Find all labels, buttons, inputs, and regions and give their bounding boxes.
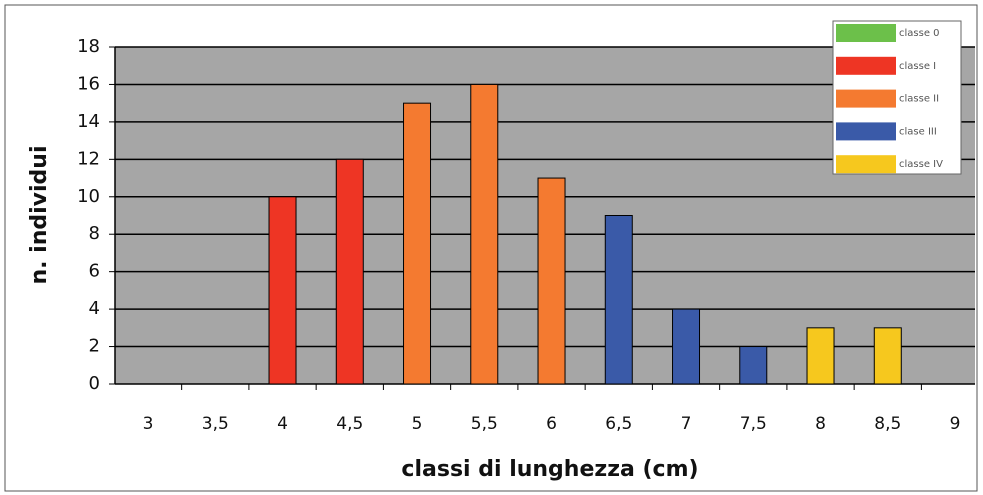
y-tick-label: 2	[89, 336, 100, 357]
x-axis-title: classi di lunghezza (cm)	[401, 457, 698, 482]
x-tick-label: 5	[412, 414, 423, 434]
y-tick-label: 8	[89, 223, 100, 244]
y-tick-label: 12	[77, 148, 100, 169]
bar	[604, 215, 633, 385]
legend-swatch	[836, 89, 896, 108]
legend-label: classe I	[899, 61, 936, 72]
x-tick-label: 6	[546, 414, 557, 434]
y-tick-label: 6	[89, 261, 100, 282]
legend-swatch	[836, 155, 896, 174]
bar	[873, 327, 902, 385]
x-tick-label: 3	[143, 414, 154, 434]
legend-label: classe IV	[899, 159, 943, 170]
legend-swatch	[836, 122, 896, 141]
y-axis-title: n. individui	[27, 145, 52, 284]
x-tick-label: 6,5	[605, 414, 632, 434]
y-tick-label: 4	[89, 298, 100, 319]
bar	[268, 196, 297, 385]
legend-label: classe II	[899, 94, 939, 105]
x-tick-label: 9	[950, 414, 961, 434]
y-tick-label: 14	[77, 111, 100, 132]
bar	[537, 177, 566, 385]
legend-swatch	[836, 24, 896, 42]
y-tick-label: 10	[77, 186, 100, 207]
x-tick-label: 8,5	[874, 414, 901, 434]
legend-label: clase III	[899, 126, 937, 137]
x-tick-label: 5,5	[471, 414, 498, 434]
y-tick-label: 0	[89, 373, 100, 394]
bar	[335, 158, 364, 385]
bar	[739, 346, 768, 385]
x-tick-label: 3,5	[202, 414, 229, 434]
bar	[470, 83, 499, 385]
legend-label: classe 0	[899, 28, 940, 39]
bar	[672, 308, 701, 385]
x-tick-label: 8	[815, 414, 826, 434]
bar	[806, 327, 835, 385]
x-tick-label: 7,5	[740, 414, 767, 434]
y-tick-label: 16	[77, 73, 100, 94]
y-tick-label: 18	[77, 36, 100, 57]
x-tick-label: 7	[681, 414, 692, 434]
x-tick-label: 4	[277, 414, 288, 434]
x-tick-label: 4,5	[336, 414, 363, 434]
bar	[403, 102, 432, 385]
legend-swatch	[836, 56, 896, 75]
